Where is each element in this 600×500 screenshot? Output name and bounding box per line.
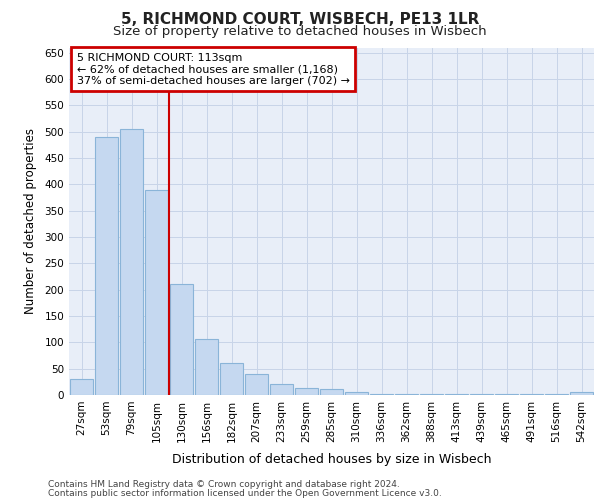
X-axis label: Distribution of detached houses by size in Wisbech: Distribution of detached houses by size …	[172, 453, 491, 466]
Bar	[170, 284, 193, 395]
Text: Contains public sector information licensed under the Open Government Licence v3: Contains public sector information licen…	[48, 489, 442, 498]
Bar	[70, 379, 93, 395]
Text: 5, RICHMOND COURT, WISBECH, PE13 1LR: 5, RICHMOND COURT, WISBECH, PE13 1LR	[121, 12, 479, 28]
Text: Contains HM Land Registry data © Crown copyright and database right 2024.: Contains HM Land Registry data © Crown c…	[48, 480, 400, 489]
Y-axis label: Number of detached properties: Number of detached properties	[25, 128, 37, 314]
Bar	[95, 137, 118, 395]
Bar	[145, 190, 168, 395]
Bar	[545, 394, 568, 395]
Bar	[470, 394, 493, 395]
Bar	[270, 384, 293, 395]
Bar	[295, 388, 318, 395]
Text: Size of property relative to detached houses in Wisbech: Size of property relative to detached ho…	[113, 25, 487, 38]
Bar	[445, 394, 468, 395]
Bar	[245, 374, 268, 395]
Bar	[570, 392, 593, 395]
Bar	[520, 394, 543, 395]
Bar	[220, 364, 243, 395]
Bar	[195, 338, 218, 395]
Bar	[395, 394, 418, 395]
Bar	[120, 129, 143, 395]
Bar	[420, 394, 443, 395]
Bar	[495, 394, 518, 395]
Text: 5 RICHMOND COURT: 113sqm
← 62% of detached houses are smaller (1,168)
37% of sem: 5 RICHMOND COURT: 113sqm ← 62% of detach…	[77, 52, 350, 86]
Bar	[345, 392, 368, 395]
Bar	[370, 394, 393, 395]
Bar	[320, 388, 343, 395]
